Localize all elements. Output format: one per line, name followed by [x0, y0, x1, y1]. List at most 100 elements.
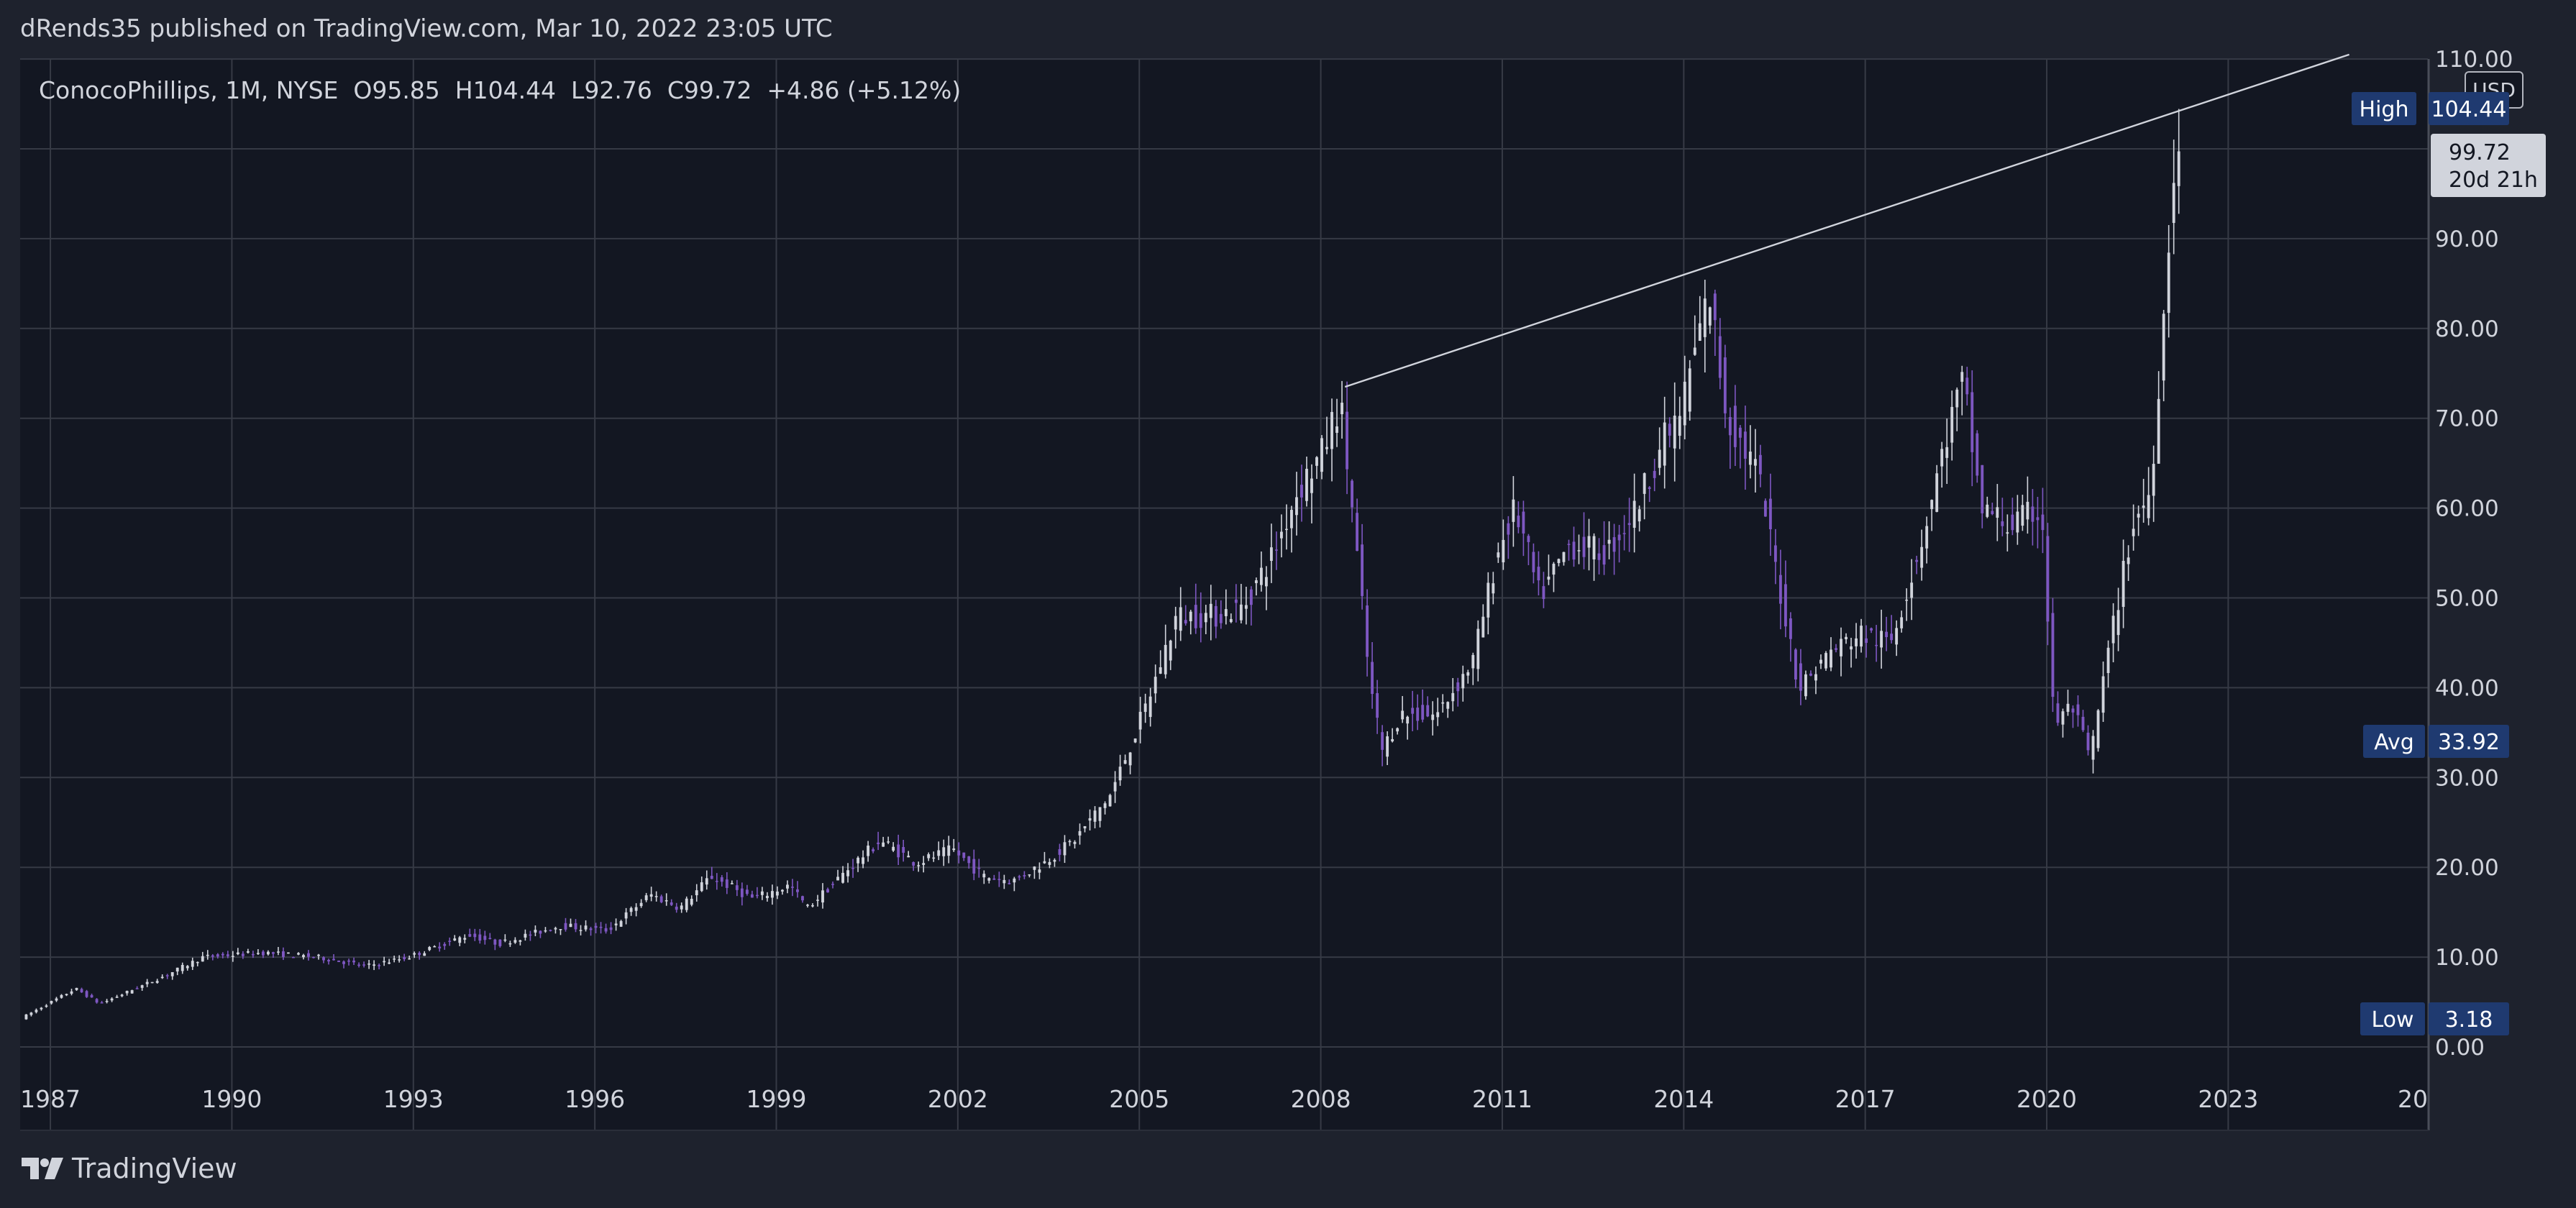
- candle-body: [821, 890, 824, 903]
- publisher-line: dRends35 published on TradingView.com, M…: [20, 14, 833, 43]
- candle-body: [120, 994, 124, 997]
- candle-body: [765, 895, 769, 899]
- candle-body: [1935, 473, 1939, 512]
- candle-body: [2006, 532, 2009, 534]
- candle-body: [1169, 640, 1172, 661]
- candle-body: [383, 961, 386, 963]
- candle-body: [2046, 536, 2050, 622]
- candle-body: [1502, 539, 1505, 563]
- candle-body: [659, 896, 663, 902]
- candle-body: [130, 990, 134, 994]
- candle-body: [378, 965, 381, 966]
- candle-body: [1239, 604, 1243, 621]
- candle-body: [1778, 575, 1782, 604]
- candle-body: [1693, 347, 1696, 355]
- y-tick-label: 40.00: [2435, 675, 2499, 701]
- candle-body: [1789, 618, 1792, 639]
- candle-body: [276, 951, 280, 953]
- candle-body: [947, 845, 951, 856]
- candle-body: [1728, 417, 1732, 436]
- candle-body: [1310, 478, 1313, 493]
- candle-body: [867, 845, 870, 856]
- candle-body: [1340, 403, 1343, 415]
- candle-body: [1723, 357, 1727, 413]
- candle-body: [393, 958, 396, 960]
- candle-body: [1607, 539, 1611, 544]
- candle-body: [2142, 505, 2145, 508]
- candle-body: [2152, 464, 2155, 496]
- candle-body: [75, 987, 78, 990]
- avg-badge-label: Avg: [2374, 730, 2414, 755]
- candle-body: [877, 842, 880, 844]
- candle-body: [312, 956, 315, 958]
- candle-body: [160, 976, 164, 979]
- candle-body: [1668, 424, 1671, 436]
- candle-body: [1361, 544, 1364, 596]
- candle-body: [231, 956, 234, 957]
- avg-badge: Avg 33.92: [2363, 725, 2509, 758]
- candle-body: [1033, 866, 1036, 870]
- candle-body: [503, 939, 507, 941]
- candle-body: [1915, 559, 1919, 562]
- candle-body: [448, 941, 452, 942]
- candle-body: [1486, 582, 1490, 618]
- x-tick-label: 20: [2398, 1085, 2428, 1113]
- candle-body: [1224, 609, 1228, 616]
- candle-body: [1058, 848, 1061, 855]
- candle-body: [367, 964, 371, 965]
- candle-body: [599, 926, 603, 928]
- candle-body: [1850, 646, 1853, 650]
- candle-body: [1103, 803, 1107, 808]
- candle-body: [186, 966, 189, 969]
- candle-body: [1002, 879, 1006, 884]
- y-tick-label: 0.00: [2435, 1035, 2485, 1061]
- candle-body: [1023, 875, 1026, 877]
- candle-body: [2121, 560, 2125, 608]
- candle-body: [1073, 841, 1077, 844]
- candle-body: [1703, 298, 1707, 337]
- candle-body: [1830, 649, 1832, 668]
- candle-body: [1572, 541, 1576, 560]
- candle-body: [750, 894, 754, 898]
- candle-body: [488, 938, 492, 939]
- tradingview-logo[interactable]: TradingView: [20, 1153, 237, 1184]
- candle-body: [468, 934, 472, 937]
- candle-body: [2157, 398, 2160, 464]
- candle-body: [2076, 704, 2080, 715]
- grid-lines: [20, 58, 2428, 1130]
- candle-body: [1148, 696, 1152, 718]
- candle-body: [271, 952, 275, 954]
- candle-body: [398, 959, 401, 961]
- candle-body: [1396, 728, 1399, 732]
- candle-body: [1824, 653, 1827, 669]
- candle-body: [649, 894, 653, 897]
- candle-body: [211, 955, 214, 957]
- candle-body: [1865, 638, 1868, 644]
- candle-body: [1632, 500, 1636, 528]
- candle-body: [725, 879, 729, 888]
- high-badge-label: High: [2360, 97, 2409, 122]
- candle-body: [1905, 600, 1909, 601]
- candle-body: [1794, 649, 1797, 680]
- candle-body: [1517, 516, 1520, 528]
- candle-body: [1466, 672, 1470, 676]
- candle-body: [1497, 552, 1500, 558]
- candle-body: [1043, 861, 1046, 864]
- candle-body: [1960, 372, 1964, 382]
- candle-body: [2096, 710, 2100, 749]
- candle-body: [1880, 631, 1883, 648]
- low-badge-value: 3.18: [2445, 1007, 2493, 1033]
- candle-body: [1133, 738, 1137, 743]
- candle-body: [1758, 454, 1762, 475]
- candle-body: [1673, 416, 1676, 449]
- candle-body: [1773, 545, 1777, 562]
- candle-body: [745, 889, 749, 894]
- candle-body: [1981, 465, 1984, 513]
- x-tick-label: 2020: [2017, 1085, 2077, 1113]
- trendline[interactable]: [1344, 53, 2350, 388]
- candle-body: [1950, 406, 1954, 443]
- candle-body: [2071, 708, 2075, 713]
- candle-body: [2061, 711, 2065, 725]
- candle-body: [201, 956, 204, 962]
